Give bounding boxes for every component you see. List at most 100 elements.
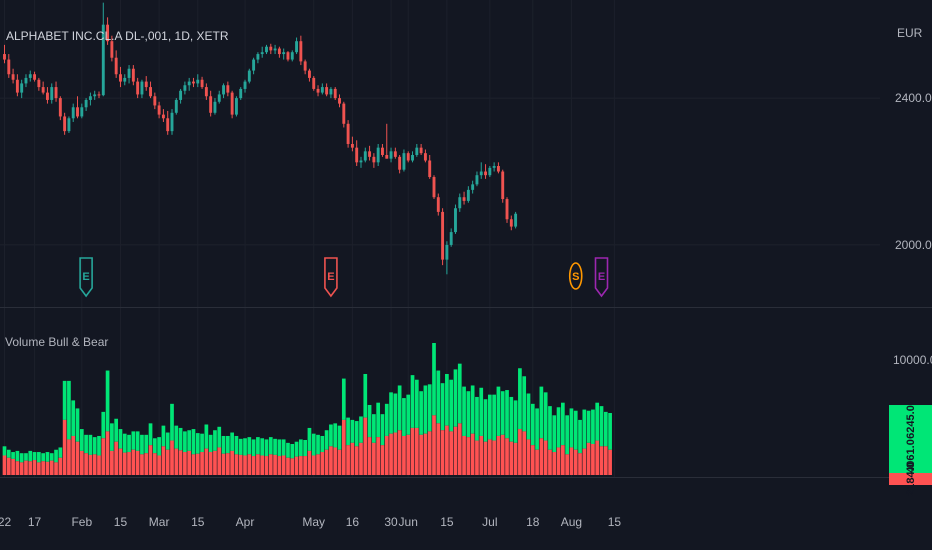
volume-bar-bull [281,439,286,456]
volume-bar-bear [487,439,492,475]
volume-bar-bull [432,342,436,416]
volume-bar-bull [49,453,54,461]
volume-bar-bull [251,439,256,457]
candle [67,116,71,133]
candle-body [385,155,389,159]
candle [119,66,122,88]
volume-bar-bear [290,458,295,475]
candle-body [406,153,410,161]
candle [41,81,45,95]
candle [419,143,423,155]
volume-bar-bull [389,392,393,434]
volume-bar-bear [178,450,183,475]
volume-bar-bull [260,438,265,456]
candle-body [226,85,230,93]
time-tick-label: Feb [71,515,92,529]
candle-body [265,46,268,53]
volume-bar-bull [225,435,230,454]
event-marker[interactable]: E [79,257,93,298]
time-tick-label: Jul [482,515,497,529]
volume-bar-bull [397,385,402,431]
earnings-marker-shape [79,257,93,298]
volume-bar-bull [487,394,492,440]
volume-bar-bull [599,406,604,447]
candle-body [153,96,157,106]
candle-body [37,79,41,88]
volume-bar-bear [548,449,552,475]
candle-body [295,41,299,53]
volume-bar-bear [92,454,97,475]
candle-body [398,156,402,170]
candle [346,120,350,148]
candle-body [93,94,97,97]
volume-bar-bear [79,450,84,475]
candle-body [458,197,462,209]
volume-bar-bull [462,386,466,436]
volume-bar-bear [213,450,217,475]
volume-bar-bull [376,402,381,438]
volume-bar-bull [479,387,484,436]
candle-body [144,81,148,88]
volume-bar-bull [165,432,170,450]
volume-bar-bull [509,396,514,442]
candle-body [196,79,200,84]
volume-bar-bear [569,447,574,475]
candle [428,155,432,179]
volume-bar-bull [221,435,226,454]
candle-body [166,118,170,132]
volume-bar-bear [543,440,548,475]
candle [415,143,419,157]
candle [329,87,333,99]
candle [350,136,354,152]
volume-bar-bear [230,450,234,475]
volume-bar-bear [200,452,204,475]
event-marker[interactable]: E [324,257,338,298]
volume-bar-bear [41,461,46,475]
volume-bar-bear [303,456,307,475]
candle-body [436,197,440,212]
volume-bar-bear [423,433,428,475]
event-marker[interactable]: S [568,262,583,290]
volume-bar-bear [75,441,80,475]
candle [54,81,58,102]
candle [161,109,165,122]
candle-body [389,151,393,159]
volume-bar-bear [54,462,58,475]
candle [131,65,135,86]
candle [454,204,457,234]
chart-title: ALPHABET INC.CL.A DL-,001, 1D, XETR [6,29,229,43]
volume-bar-bear [15,461,20,475]
volume-bar-bull [591,409,595,445]
candle [286,51,290,62]
time-tick-label: 15 [608,515,622,529]
split-marker-shape [568,262,583,290]
volume-bar-bull [204,424,209,449]
event-marker[interactable]: E [594,257,609,298]
candle [372,153,376,168]
candle-body [174,99,178,113]
volume-price-label: 2184.0 [905,462,917,496]
candle [406,151,410,163]
candles [3,2,518,275]
candle-body [80,107,84,117]
candle-body [299,41,303,62]
volume-bar-bull [384,403,389,436]
candle-body [239,88,243,99]
volume-bar-bear [170,440,174,475]
volume-bar-bull [466,391,471,438]
volume-bar-bull [595,402,600,441]
volume-bar-bear [608,449,612,475]
volume-bar-bear [105,431,110,475]
volume-bar-bull [54,449,58,463]
volume-bar-bull [367,404,372,438]
candle [423,149,427,163]
candle [37,77,41,91]
volume-bar-bull [354,421,359,447]
volume-bar-bull [470,385,475,434]
volume-bar-bear [247,454,252,475]
candle [265,44,268,55]
volume-bar-bear [367,437,372,475]
volume-bar-bull [105,370,110,432]
volume-bar-bear [389,433,393,475]
